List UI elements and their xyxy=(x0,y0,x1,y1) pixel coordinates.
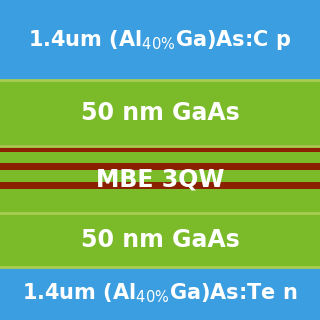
Text: 50 nm GaAs: 50 nm GaAs xyxy=(81,228,239,252)
Text: 1.4um (Al$_{40\%}$Ga)As:Te n: 1.4um (Al$_{40\%}$Ga)As:Te n xyxy=(22,282,298,305)
Bar xyxy=(0,163,320,170)
Bar xyxy=(0,182,320,189)
Bar xyxy=(0,267,320,320)
Text: 1.4um (Al$_{40\%}$Ga)As:C p: 1.4um (Al$_{40\%}$Ga)As:C p xyxy=(28,28,292,52)
Bar xyxy=(0,213,320,267)
Bar xyxy=(0,146,320,213)
Bar xyxy=(0,0,320,80)
Text: 50 nm GaAs: 50 nm GaAs xyxy=(81,101,239,125)
Bar xyxy=(0,145,320,152)
Text: MBE 3QW: MBE 3QW xyxy=(96,167,224,191)
Bar xyxy=(0,80,320,146)
